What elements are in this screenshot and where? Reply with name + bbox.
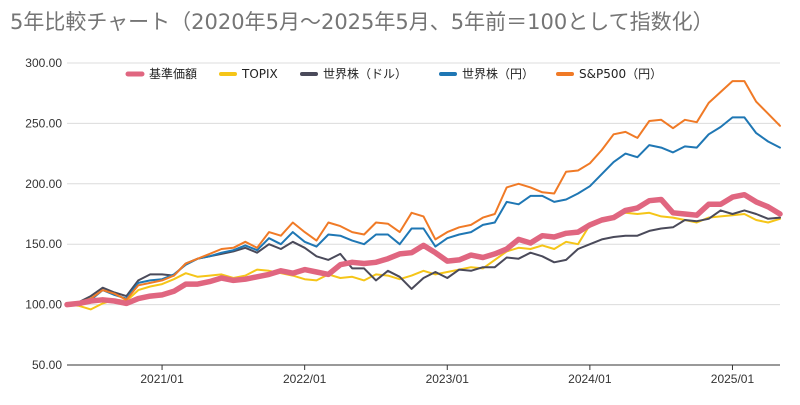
series-line-4 [66,80,781,306]
x-axis: 2021/01 2022/01 2023/01 2024/01 2025/01 [67,364,780,386]
legend: 基準価額 TOPIX 世界株（ドル） 世界株（円） S&P500（円） [125,66,662,81]
x-tick-label: 2025/01 [711,372,755,386]
legend-label: TOPIX [241,67,278,81]
x-tick-label: 2022/01 [283,372,327,386]
x-tick-label: 2024/01 [568,372,612,386]
x-tick-label: 2021/01 [140,372,184,386]
y-tick-label: 100.00 [25,298,62,312]
legend-label: 基準価額 [149,66,197,81]
series-lines [64,80,783,311]
legend-label: 世界株（ドル） [323,66,407,81]
series-line-1 [66,211,781,311]
y-axis: 50.00 100.00 150.00 200.00 250.00 300.00 [25,56,62,372]
y-tick-label: 50.00 [32,358,62,372]
legend-label: S&P500（円） [579,67,662,81]
y-tick-label: 200.00 [25,177,62,191]
legend-label: 世界株（円） [462,66,534,81]
chart-title: 5年比較チャート（2020年5月～2025年5月、5年前＝100として指数化） [10,10,714,34]
y-tick-label: 150.00 [25,237,62,251]
y-tick-label: 250.00 [25,116,62,130]
x-tick-label: 2023/01 [426,372,470,386]
series-line-0 [64,191,783,308]
y-tick-label: 300.00 [25,56,62,70]
